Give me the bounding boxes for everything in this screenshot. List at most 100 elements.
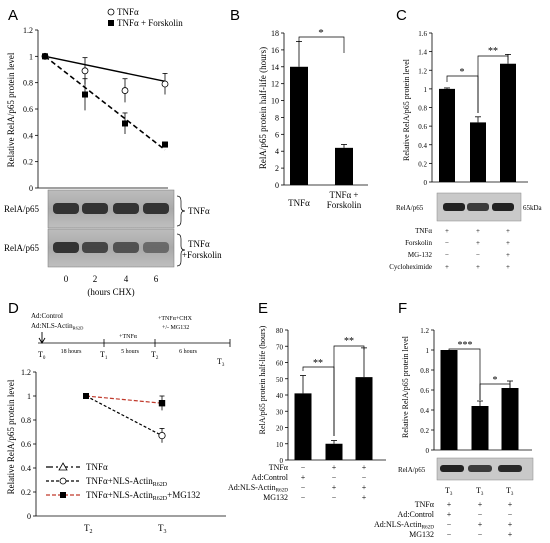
- panel-f-band: [498, 465, 522, 472]
- panel-e-ytick-label: 60: [276, 360, 284, 368]
- panel-a-point-tnfa: [121, 87, 129, 94]
- panel-e-condition-table: TNFα − + +Ad:Control + − −Ad:NLS-ActinR62D − + +M…: [228, 463, 367, 502]
- panel-c-kda: 65kDa: [523, 204, 543, 212]
- panel-c-condition-table: TNFα + + + Forskolin − + + MG-132 − − + Cycloheximid…: [389, 227, 510, 271]
- timeline-t2: T2: [151, 350, 159, 361]
- panel-a-y-ticks: 0 0.2 0.4 0.6 0.8 1 1.2: [23, 26, 38, 193]
- panel-b-y-ticks: 0 2 4 6 8 10 12 14 16 18: [271, 29, 284, 190]
- panel-d-legend-3: TNFα+NLS-ActinR62D+MG132: [86, 490, 200, 502]
- panel-b-ytick-label: 14: [271, 63, 279, 72]
- panel-f-condition-table: TNFα + + +Ad:Control + − −Ad:NLS-ActinR62D − + +M…: [374, 500, 513, 539]
- panel-a-xtick: 4: [124, 274, 129, 284]
- panel-a-legend-tnfa: TNFα: [117, 7, 139, 17]
- panel-e-row-sign: −: [301, 463, 306, 472]
- panel-a-brace-1-icon: [176, 195, 186, 227]
- panel-f-row-sign: −: [478, 510, 483, 519]
- panel-a-fit-tnfa: [44, 55, 166, 83]
- panel-c-ytick-label: 0.6: [418, 123, 427, 131]
- panel-a-band: [82, 242, 108, 253]
- timeline-t1: T1: [100, 350, 108, 361]
- panel-e-row-sign: −: [332, 493, 337, 502]
- panel-e-row-sign: +: [362, 463, 367, 472]
- panel-a-ytick-label: 0.2: [23, 158, 33, 167]
- panel-a-legend-square-icon: [108, 20, 114, 26]
- panel-b-cat-1: TNFα: [288, 198, 310, 208]
- panel-c-y-ticks: 0 0.2 0.4 0.6 0.8 1 1.2 1.4 1.6: [418, 30, 432, 187]
- panel-a-xtick: 0: [64, 274, 69, 284]
- timeline-ad-actin: Ad:NLS-ActinR62D: [31, 322, 84, 331]
- panel-b-sig-bracket: [298, 36, 345, 53]
- panel-c-ytick-label: 0.2: [418, 160, 427, 168]
- panel-a-point-forskolin: [42, 53, 48, 60]
- panel-a-xtick: 6: [154, 274, 159, 284]
- panel-a-band: [113, 242, 139, 253]
- panel-c-row-sign: +: [506, 239, 510, 247]
- panel-f-blot-label: RelA/p65: [398, 466, 426, 474]
- panel-e-bar: [355, 377, 373, 460]
- panel-c-blot-bands: [443, 203, 514, 211]
- panel-f-ytick-label: 0.4: [420, 407, 429, 415]
- panel-d-legend-1: TNFα: [86, 462, 108, 472]
- timeline-t3: T3: [217, 357, 225, 368]
- panel-e-row-label: Ad:Control: [252, 473, 289, 482]
- panel-b-bar: [290, 66, 308, 185]
- panel-b-ytick-label: 12: [271, 80, 279, 89]
- timeline-mg132: +/- MG132: [162, 325, 189, 331]
- timeline-6h: 6 hours: [179, 349, 197, 355]
- panel-f-row-label: Ad:Control: [398, 510, 435, 519]
- panel-b-ylabel: RelA/p65 protein half-life (hours): [258, 47, 268, 169]
- panel-f-row-label: MG132: [409, 530, 434, 539]
- panel-e-bars: [294, 347, 373, 460]
- panel-c-ylabel: Relative RelA/p65 protein level: [402, 58, 411, 161]
- panel-a-ytick-label: 1.2: [23, 26, 33, 35]
- panel-e-row-label: MG132: [263, 493, 288, 502]
- panel-a-point-tnfa: [161, 80, 169, 88]
- panel-e-row-sign: +: [362, 483, 367, 492]
- timeline-tnf: +TNFα: [119, 334, 138, 340]
- panel-e-row-sign: −: [301, 483, 306, 492]
- panel-a-point-tnfa: [81, 67, 89, 75]
- panel-f-row-sign: −: [508, 510, 513, 519]
- panel-b-ytick-label: 18: [271, 29, 279, 38]
- panel-f-timepoint: T3: [476, 486, 484, 497]
- panel-d-ylabel: Relative RelA/p65 protein level: [6, 379, 16, 494]
- panel-c-row-sign: −: [445, 239, 449, 247]
- panel-e-sig-1: **: [313, 358, 323, 369]
- panel-d-xtick-t3: T3: [158, 523, 167, 535]
- panel-d-xtick-t2: T2: [84, 523, 93, 535]
- panel-f-ytick-label: 0.6: [420, 387, 429, 395]
- panel-a-ytick-label: 1: [29, 52, 33, 61]
- panel-a-xlabel: (hours CHX): [87, 287, 134, 297]
- panel-d-legend-2: TNFα+NLS-ActinR62D: [86, 476, 168, 488]
- panel-c-bar: [500, 63, 516, 183]
- panel-f-ylabel: Relative RelA/p65 protein level: [401, 335, 410, 438]
- panel-b-bars: [290, 41, 353, 185]
- panel-a-band: [53, 203, 79, 214]
- panel-e-sig-bracket-2: [333, 345, 365, 436]
- panel-f-timepoint: T3: [445, 486, 453, 497]
- panel-a-ytick-label: 0.6: [23, 105, 33, 114]
- panel-b-ytick-label: 8: [275, 113, 279, 122]
- panel-f-row-sign: +: [478, 520, 483, 529]
- panel-b-ytick-label: 10: [271, 97, 279, 106]
- panel-c-ytick-label: 1.2: [418, 67, 427, 75]
- panel-f-ytick-label: 0: [426, 447, 430, 455]
- panel-c-bar: [470, 122, 486, 182]
- panel-f-row-sign: −: [447, 520, 452, 529]
- panel-a-blot-tag-1: TNFα: [188, 206, 210, 216]
- panel-b: B RelA/p65 protein half-life (hours) 0 2 4…: [230, 7, 368, 210]
- panel-c-band: [492, 203, 514, 211]
- panel-f-letter: F: [398, 300, 407, 317]
- panel-c-band: [467, 203, 489, 211]
- panel-a-point-forskolin: [162, 141, 168, 148]
- panel-c-row-label: MG-132: [408, 251, 433, 259]
- panel-c-row-sign: −: [445, 251, 449, 259]
- panel-f-band: [468, 465, 492, 472]
- panel-b-bar: [335, 147, 353, 185]
- panel-b-cat-2b: Forskolin: [327, 200, 362, 210]
- panel-a-band: [143, 242, 169, 253]
- panel-f-row-sign: −: [478, 530, 483, 539]
- panel-d-series: [83, 393, 166, 443]
- panel-a-ytick-label: 0: [29, 184, 33, 193]
